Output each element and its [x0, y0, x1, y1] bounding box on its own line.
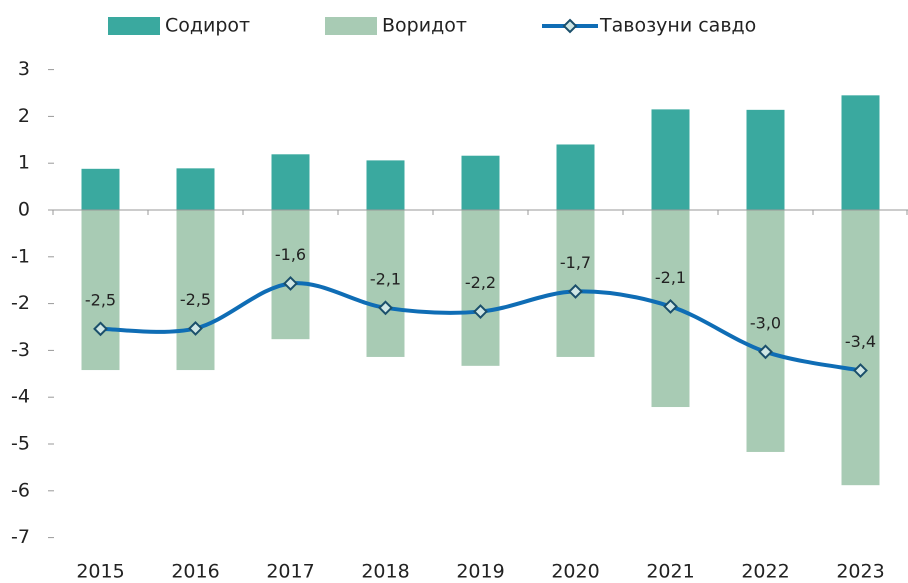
x-tick-label: 2019: [456, 561, 504, 583]
legend-marker: [562, 18, 578, 34]
data-label: -3,0: [750, 313, 781, 332]
bar: [461, 210, 500, 366]
bar: [366, 210, 405, 357]
data-label: -2,1: [655, 268, 686, 287]
data-label: -2,5: [180, 290, 211, 309]
y-tick-label: 2: [18, 105, 30, 127]
marker: [378, 300, 393, 316]
y-tick-label: -5: [11, 433, 30, 455]
bar: [271, 154, 310, 210]
bar: [746, 109, 785, 210]
x-tick-label: 2015: [76, 561, 124, 583]
x-tick-label: 2023: [836, 561, 884, 583]
x-tick-label: 2017: [266, 561, 314, 583]
y-tick-label: -6: [11, 479, 30, 501]
marker: [283, 276, 298, 291]
bar: [746, 210, 785, 452]
y-tick-label: 0: [18, 199, 30, 221]
bar: [556, 144, 595, 210]
bar: [81, 168, 120, 210]
data-label: -2,5: [85, 290, 116, 309]
marker: [663, 298, 678, 314]
bar: [366, 160, 405, 210]
legend-label: Содирот: [165, 15, 250, 37]
marker: [93, 321, 108, 337]
bar: [556, 210, 595, 357]
y-tick-label: -1: [11, 245, 30, 267]
bar: [81, 210, 120, 371]
x-tick-label: 2021: [646, 561, 694, 583]
y-tick-label: -7: [11, 526, 30, 548]
data-label: -2,1: [370, 269, 401, 288]
y-tick-label: 1: [18, 152, 30, 174]
data-label: -1,6: [275, 245, 306, 264]
data-label: -2,2: [465, 273, 496, 292]
bar: [841, 210, 880, 486]
bar: [176, 210, 215, 371]
x-tick-label: 2022: [741, 561, 789, 583]
y-tick-label: -3: [11, 339, 30, 361]
bar: [271, 210, 310, 340]
x-tick-label: 2016: [171, 561, 219, 583]
marker: [473, 304, 488, 319]
bar: [176, 168, 215, 210]
bar: [651, 109, 690, 210]
y-tick-label: -4: [11, 386, 30, 408]
legend-label: Тавозуни савдо: [599, 15, 756, 37]
y-tick-label: -2: [11, 292, 30, 314]
marker: [758, 344, 773, 360]
legend-swatch: [108, 17, 160, 35]
legend-label: Воридот: [382, 15, 467, 37]
y-tick-label: 3: [18, 58, 30, 80]
bar: [461, 155, 500, 210]
bar: [841, 95, 880, 210]
marker: [188, 320, 203, 336]
data-label: -1,7: [560, 253, 591, 272]
marker: [568, 284, 583, 299]
x-tick-label: 2018: [361, 561, 409, 583]
x-tick-label: 2020: [551, 561, 599, 583]
data-label: -3,4: [845, 332, 876, 351]
legend-swatch: [325, 17, 377, 35]
marker: [853, 363, 868, 378]
